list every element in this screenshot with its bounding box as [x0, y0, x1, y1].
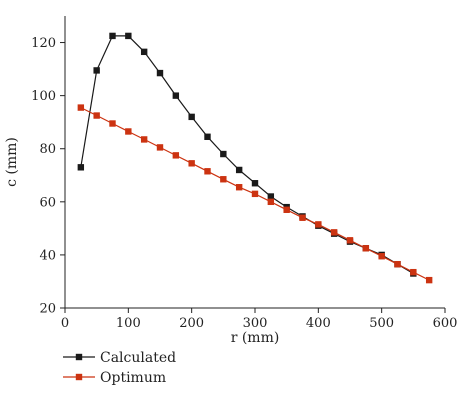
data-point	[156, 144, 164, 151]
y-tick-label: 120	[31, 36, 56, 51]
data-point	[235, 184, 243, 191]
data-point	[394, 261, 401, 268]
data-point	[204, 168, 211, 175]
data-point	[109, 32, 116, 40]
data-point	[172, 92, 180, 99]
data-point	[362, 245, 370, 252]
series-calculated	[77, 32, 417, 277]
data-point	[93, 112, 100, 119]
legend-label: Optimum	[100, 370, 166, 386]
data-point	[425, 276, 433, 284]
y-tick-label: 40	[39, 248, 56, 263]
legend-label: Calculated	[100, 350, 176, 366]
x-tick-label: 100	[116, 316, 141, 331]
x-tick-label: 0	[61, 316, 69, 331]
legend-item: Calculated	[63, 350, 176, 366]
data-point	[204, 133, 211, 140]
y-axis-label: c (mm)	[4, 137, 20, 187]
data-point	[251, 190, 259, 198]
data-point	[172, 152, 180, 159]
series-layer	[77, 32, 433, 284]
y-tick-label: 60	[39, 195, 56, 210]
data-point	[93, 67, 100, 74]
data-point	[410, 268, 417, 276]
data-point	[267, 193, 275, 200]
y-tick-label: 20	[39, 302, 56, 317]
data-point	[235, 166, 243, 174]
data-point	[330, 229, 338, 236]
data-point	[378, 253, 385, 260]
legend: Calculated Optimum	[63, 350, 176, 386]
series-optimum	[77, 104, 433, 284]
x-tick-label: 600	[433, 316, 458, 331]
data-point	[140, 48, 148, 56]
data-point	[346, 237, 354, 244]
data-point	[77, 164, 85, 171]
x-axis-label: r (mm)	[231, 330, 280, 346]
x-tick-label: 300	[243, 316, 268, 331]
data-point	[156, 69, 164, 77]
x-tick-label: 500	[369, 316, 394, 331]
data-point	[315, 221, 322, 228]
data-point	[283, 206, 290, 213]
data-point	[125, 128, 132, 135]
data-point	[220, 150, 227, 158]
legend-marker	[75, 373, 83, 381]
y-tick-label: 100	[31, 89, 56, 104]
data-point	[299, 214, 306, 221]
data-point	[125, 32, 132, 40]
data-point	[77, 104, 85, 111]
ticks: 0 100 200 300 400 500 600 20 40 60 80 100 120	[31, 36, 457, 331]
data-point	[251, 180, 259, 187]
legend-marker	[75, 353, 83, 361]
legend-item: Optimum	[63, 370, 166, 386]
data-point	[109, 120, 116, 127]
data-point	[267, 198, 275, 206]
data-point	[140, 136, 148, 143]
y-tick-label: 80	[39, 142, 56, 157]
series-line	[80, 35, 414, 275]
data-point	[188, 160, 195, 167]
axes	[64, 16, 445, 309]
x-tick-label: 400	[306, 316, 331, 331]
data-point	[188, 113, 195, 121]
data-point	[220, 176, 227, 183]
x-tick-label: 200	[179, 316, 204, 331]
